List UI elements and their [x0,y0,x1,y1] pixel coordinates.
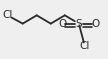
Text: Cl: Cl [80,41,90,51]
Text: S: S [75,19,82,29]
Text: Cl: Cl [2,10,13,20]
Text: O: O [91,19,100,29]
Text: O: O [58,19,66,29]
